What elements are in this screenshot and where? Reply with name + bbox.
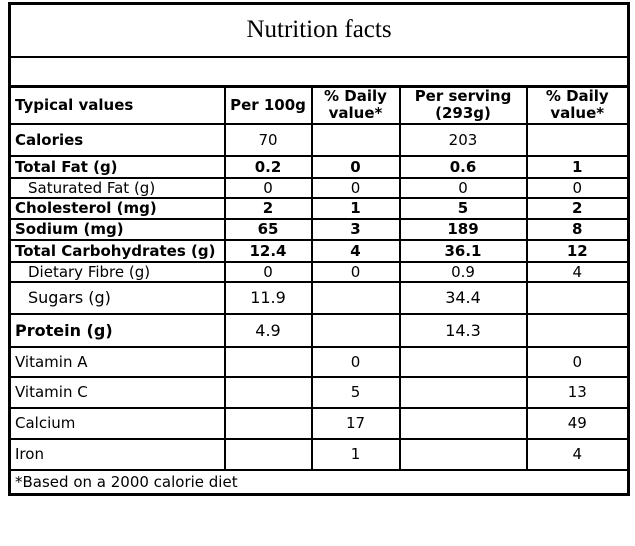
table-row-calories: Calories 70 203	[8, 122, 630, 157]
value-per-serving: 0.6	[398, 154, 528, 179]
value-per-100g: 12.4	[223, 238, 313, 263]
table-row-protein: Protein (g) 4.9 14.3	[8, 312, 630, 348]
value-per-serving: 0.9	[398, 260, 528, 283]
table-row-calcium: Calcium 17 49	[8, 406, 630, 440]
value-dv-serving: 2	[525, 196, 630, 220]
value-per-100g: 70	[223, 122, 313, 157]
spacer-cell	[9, 56, 629, 88]
value-per-100g: 0	[223, 260, 313, 283]
row-label: Protein (g)	[8, 312, 226, 348]
footnote-text: *Based on a 2000 calorie diet	[9, 468, 629, 495]
value-per-serving: 34.4	[398, 280, 528, 315]
table-row-saturated-fat: Saturated Fat (g) 0 0 0 0	[8, 176, 630, 199]
value-per-100g: 0	[223, 176, 313, 199]
value-per-serving: 203	[398, 122, 528, 157]
spacer-row	[9, 56, 629, 88]
value-dv-100g	[310, 280, 401, 315]
row-label: Saturated Fat (g)	[8, 176, 226, 199]
value-dv-serving: 4	[525, 260, 630, 283]
value-per-serving: 0	[398, 176, 528, 199]
value-dv-100g: 0	[310, 154, 401, 179]
column-header-typical-values: Typical values	[8, 85, 226, 125]
row-label: Dietary Fibre (g)	[8, 260, 226, 283]
value-per-100g	[223, 437, 313, 471]
table-row-dietary-fibre: Dietary Fibre (g) 0 0 0.9 4	[8, 260, 630, 283]
value-dv-100g: 0	[310, 176, 401, 199]
value-per-100g: 4.9	[223, 312, 313, 348]
table-row-total-carbohydrates: Total Carbohydrates (g) 12.4 4 36.1 12	[8, 238, 630, 263]
table-row-cholesterol: Cholesterol (mg) 2 1 5 2	[8, 196, 630, 220]
value-dv-100g: 0	[310, 345, 401, 378]
value-dv-100g: 17	[310, 406, 401, 440]
row-label: Vitamin C	[8, 375, 226, 409]
value-dv-serving: 0	[525, 176, 630, 199]
value-per-serving	[398, 437, 528, 471]
value-dv-100g: 4	[310, 238, 401, 263]
value-dv-serving: 8	[525, 217, 630, 241]
value-dv-100g: 5	[310, 375, 401, 409]
value-per-100g: 11.9	[223, 280, 313, 315]
value-dv-100g: 1	[310, 196, 401, 220]
table-row-sugars: Sugars (g) 11.9 34.4	[8, 280, 630, 315]
row-label: Iron	[8, 437, 226, 471]
value-per-100g: 2	[223, 196, 313, 220]
value-dv-serving: 0	[525, 345, 630, 378]
value-dv-100g	[310, 122, 401, 157]
table-row-vitamin-c: Vitamin C 5 13	[8, 375, 630, 409]
title-row: Nutrition facts	[9, 3, 629, 58]
value-dv-serving	[525, 122, 630, 157]
value-per-serving: 36.1	[398, 238, 528, 263]
row-label: Calories	[8, 122, 226, 157]
column-header-per-100g: Per 100g	[223, 85, 313, 125]
value-per-100g: 65	[223, 217, 313, 241]
row-label: Sugars (g)	[8, 280, 226, 315]
table-header-row: Typical values Per 100g % Daily value* P…	[8, 85, 630, 125]
value-dv-serving: 12	[525, 238, 630, 263]
footnote-row: *Based on a 2000 calorie diet	[9, 468, 629, 495]
table-row-vitamin-a: Vitamin A 0 0	[8, 345, 630, 378]
value-dv-serving: 49	[525, 406, 630, 440]
row-label: Total Carbohydrates (g)	[8, 238, 226, 263]
table-row-iron: Iron 1 4	[8, 437, 630, 471]
nutrition-facts-table: Nutrition facts Typical values Per 100g …	[8, 2, 631, 496]
value-per-100g: 0.2	[223, 154, 313, 179]
value-per-100g	[223, 406, 313, 440]
value-per-serving: 5	[398, 196, 528, 220]
value-per-serving	[398, 345, 528, 378]
value-per-serving	[398, 406, 528, 440]
row-label: Total Fat (g)	[8, 154, 226, 179]
table-row-sodium: Sodium (mg) 65 3 189 8	[8, 217, 630, 241]
value-per-serving: 14.3	[398, 312, 528, 348]
value-dv-serving: 4	[525, 437, 630, 471]
row-label: Vitamin A	[8, 345, 226, 378]
column-header-daily-value-serving: % Daily value*	[525, 85, 630, 125]
value-dv-serving	[525, 280, 630, 315]
row-label: Calcium	[8, 406, 226, 440]
value-per-serving: 189	[398, 217, 528, 241]
row-label: Cholesterol (mg)	[8, 196, 226, 220]
value-dv-100g	[310, 312, 401, 348]
value-dv-serving: 1	[525, 154, 630, 179]
value-dv-100g: 3	[310, 217, 401, 241]
value-per-100g	[223, 345, 313, 378]
nutrition-title: Nutrition facts	[9, 3, 629, 58]
row-label: Sodium (mg)	[8, 217, 226, 241]
column-header-daily-value-100g: % Daily value*	[310, 85, 401, 125]
value-dv-100g: 1	[310, 437, 401, 471]
column-header-per-serving: Per serving (293g)	[398, 85, 528, 125]
value-dv-serving	[525, 312, 630, 348]
value-per-serving	[398, 375, 528, 409]
value-dv-serving: 13	[525, 375, 630, 409]
value-dv-100g: 0	[310, 260, 401, 283]
table-row-total-fat: Total Fat (g) 0.2 0 0.6 1	[8, 154, 630, 179]
value-per-100g	[223, 375, 313, 409]
